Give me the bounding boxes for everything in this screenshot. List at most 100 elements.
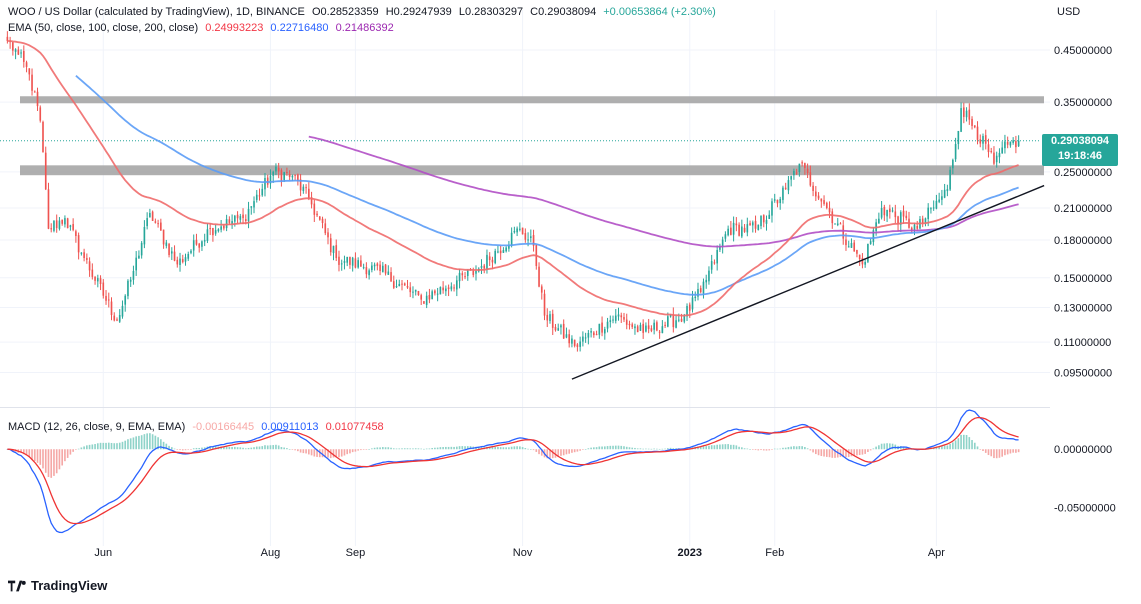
candle-body-122 [340, 263, 343, 265]
candle-body-143 [398, 283, 401, 287]
candle-body-94 [264, 177, 266, 190]
candle-body-152 [423, 301, 425, 304]
candle-body-279 [771, 201, 773, 216]
candle-body-40 [116, 319, 118, 321]
candle-body-357 [984, 135, 987, 144]
candle-body-294 [812, 185, 814, 191]
tradingview-brand[interactable]: TradingView [8, 578, 107, 593]
macd-hist-bar-223 [617, 445, 620, 450]
candle-body-286 [790, 176, 792, 180]
candle-body-22 [66, 218, 69, 229]
macd-hist-bar-31 [91, 444, 94, 450]
macd-hist-bar-205 [568, 449, 571, 454]
candle-body-298 [823, 200, 825, 204]
candle-body-5 [20, 52, 22, 54]
candle-body-184 [510, 232, 513, 246]
candle-body-149 [414, 289, 417, 292]
date-tick-label-5: Feb [765, 547, 784, 559]
macd-hist-bar-182 [505, 447, 507, 450]
macd-hist-bar-114 [318, 449, 321, 458]
trendline[interactable] [571, 184, 1045, 380]
ema50-value: 0.24993223 [205, 22, 264, 34]
candle-body-201 [557, 328, 560, 331]
candle-body-242 [669, 314, 672, 317]
candle-body-189 [524, 233, 527, 240]
macd-hist-bar-191 [529, 449, 532, 450]
macd-hist-bar-345 [952, 442, 954, 450]
candle-body-358 [987, 144, 990, 153]
macd-signal-line [7, 416, 1019, 525]
candle-body-130 [362, 267, 365, 269]
candle-body-331 [913, 224, 916, 231]
candle-body-118 [329, 238, 332, 253]
candle-body-81 [228, 219, 231, 223]
macd-hist-bar-284 [784, 447, 787, 450]
candle-body-134 [373, 264, 376, 267]
macd-hist-bar-118 [329, 449, 332, 459]
macd-hist-bar-8 [28, 449, 31, 458]
macd-hist-bar-45 [129, 438, 132, 450]
candle-body-105 [294, 174, 296, 176]
candle-body-127 [354, 258, 357, 268]
candle-body-321 [886, 209, 888, 217]
candle-body-231 [639, 324, 642, 331]
candle-body-326 [899, 212, 902, 225]
candle-body-168 [466, 270, 469, 276]
candle-body-258 [713, 262, 716, 264]
macd-hist-bar-155 [431, 447, 433, 450]
date-tick-label-1: Aug [261, 547, 281, 559]
macd-hist-bar-116 [324, 449, 327, 458]
candle-body-160 [445, 288, 447, 292]
candle-body-128 [357, 260, 359, 268]
macd-hist-bar-225 [623, 446, 625, 450]
price-tick-label-5: 0.15000000 [1054, 273, 1112, 285]
ema-legend[interactable]: EMA (50, close, 100, close, 200, close) … [8, 22, 398, 34]
macd-hist-bar-20 [61, 449, 64, 466]
candle-body-335 [924, 218, 927, 224]
ema100-value: 0.22716480 [270, 22, 329, 34]
candle-body-280 [773, 199, 776, 201]
candle-body-76 [214, 230, 217, 234]
macd-hist-bar-37 [107, 442, 110, 450]
candle-body-267 [738, 224, 740, 236]
macd-hist-bar-86 [242, 447, 244, 450]
candle-body-45 [129, 279, 132, 282]
price-tick-label-7: 0.11000000 [1054, 337, 1111, 349]
macd-hist-bar-55 [157, 437, 159, 450]
candle-body-239 [661, 326, 664, 334]
macd-hist-bar-344 [949, 443, 951, 450]
macd-hist-bar-253 [699, 446, 702, 450]
candle-body-124 [346, 256, 349, 263]
candle-body-61 [173, 251, 176, 261]
macd-legend[interactable]: MACD (12, 26, close, 9, EMA, EMA) -0.001… [8, 421, 388, 433]
macd-hist-bar-281 [776, 448, 779, 450]
zone-band-1 [20, 165, 1044, 176]
macd-hist-bar-289 [798, 446, 801, 450]
candle-body-360 [993, 152, 995, 164]
candle-body-268 [741, 226, 743, 237]
candle-body-235 [650, 328, 653, 331]
candle-body-53 [151, 211, 154, 221]
candle-body-291 [804, 163, 806, 168]
candle-body-110 [308, 188, 310, 199]
candle-body-48 [138, 255, 140, 259]
macd-hist-bar-109 [305, 449, 307, 454]
macd-hist-bar-346 [954, 440, 957, 450]
macd-hist-bar-231 [639, 448, 642, 450]
macd-hist-bar-268 [741, 447, 743, 450]
date-tick-label-0: Jun [94, 547, 112, 559]
candle-body-21 [64, 218, 66, 225]
macd-hist-bar-52 [149, 433, 151, 450]
macd-hist-bar-11 [36, 449, 39, 463]
macd-hist-bar-160 [445, 446, 447, 450]
macd-hist-bar-315 [869, 449, 872, 451]
ema-lines [7, 40, 1019, 317]
candle-body-77 [217, 229, 220, 232]
candle-body-318 [878, 218, 880, 224]
candle-body-129 [360, 260, 362, 267]
candle-body-181 [502, 250, 505, 253]
macd-hist-bar-102 [286, 448, 288, 450]
macd-hist-bar-244 [675, 448, 677, 450]
macd-hist-bar-184 [510, 446, 513, 450]
